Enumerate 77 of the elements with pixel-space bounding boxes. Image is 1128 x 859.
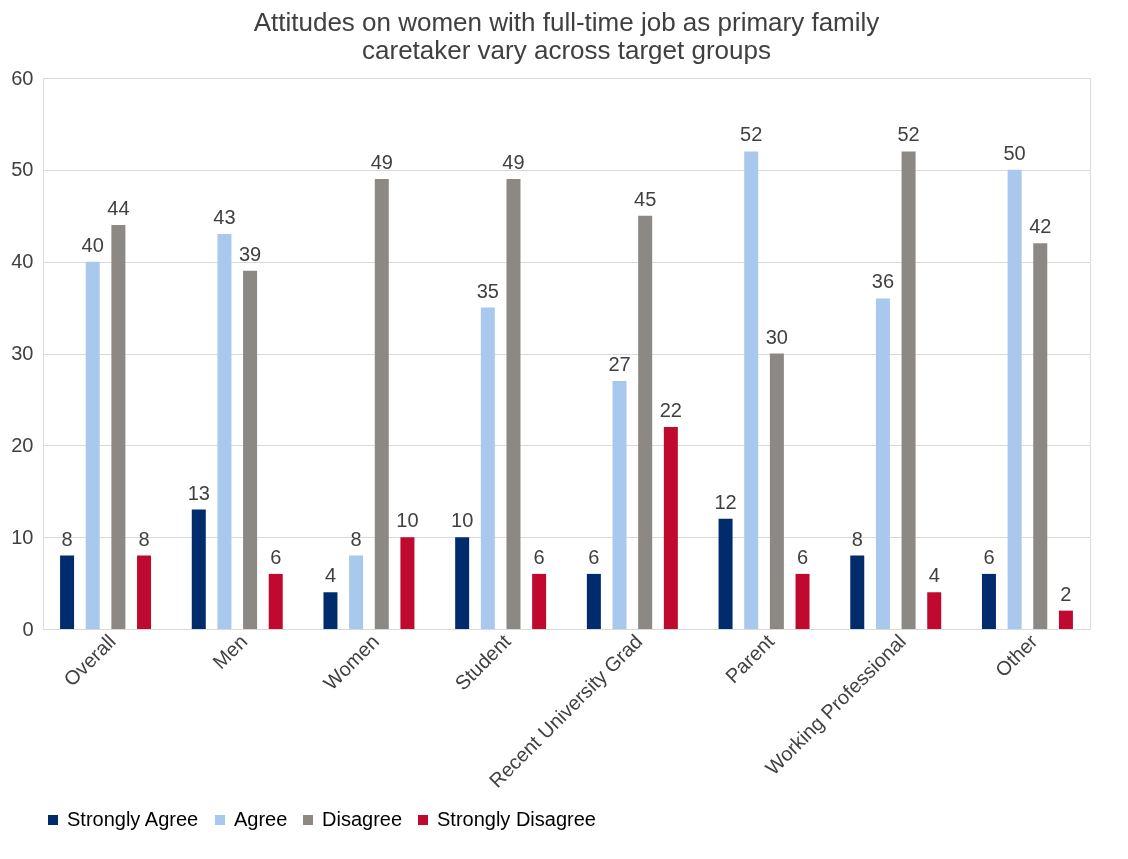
y-tick-label: 50 xyxy=(11,158,34,181)
bar xyxy=(981,573,996,629)
bar xyxy=(875,298,890,629)
bar xyxy=(217,234,232,629)
data-label: 22 xyxy=(659,398,682,421)
data-label: 6 xyxy=(533,545,545,568)
data-label: 8 xyxy=(851,527,863,550)
data-label: 8 xyxy=(350,527,362,550)
bar xyxy=(400,537,415,629)
data-label: 6 xyxy=(588,545,600,568)
data-label: 42 xyxy=(1029,215,1052,238)
data-label: 4 xyxy=(324,564,337,587)
bar xyxy=(374,179,389,629)
data-label: 50 xyxy=(1003,141,1026,164)
y-tick-label: 10 xyxy=(11,525,34,548)
x-tick-label: Men xyxy=(208,630,252,674)
data-label: 35 xyxy=(476,279,499,302)
data-label: 40 xyxy=(81,233,104,256)
legend-label: Agree xyxy=(234,808,288,830)
bar xyxy=(663,426,678,629)
data-label: 8 xyxy=(138,527,150,550)
bar xyxy=(455,537,470,629)
bar xyxy=(480,307,495,629)
bar xyxy=(532,573,547,629)
y-tick-label: 60 xyxy=(11,66,34,89)
bar xyxy=(1007,169,1022,629)
data-label: 27 xyxy=(608,353,631,376)
data-label: 8 xyxy=(61,527,73,550)
data-label: 10 xyxy=(396,509,419,532)
bar xyxy=(795,573,810,629)
bar xyxy=(85,261,100,629)
data-label: 6 xyxy=(796,545,809,568)
data-label: 6 xyxy=(270,545,282,568)
data-label: 52 xyxy=(740,123,763,146)
bar xyxy=(927,592,942,629)
bar xyxy=(850,555,865,629)
bar xyxy=(1033,243,1048,629)
bar xyxy=(191,509,206,629)
data-label: 52 xyxy=(897,123,920,146)
data-label: 45 xyxy=(634,187,657,210)
bar xyxy=(901,151,916,629)
data-label: 36 xyxy=(871,270,895,293)
data-label: 13 xyxy=(187,481,210,504)
bar xyxy=(268,573,283,629)
data-label: 43 xyxy=(213,206,236,229)
y-tick-label: 20 xyxy=(11,433,34,456)
bar xyxy=(506,179,521,629)
bar xyxy=(1058,610,1073,629)
bar xyxy=(769,353,784,629)
bar xyxy=(612,381,627,629)
bar xyxy=(349,555,364,629)
bar xyxy=(243,270,258,629)
bar xyxy=(137,555,152,629)
data-label: 30 xyxy=(765,325,788,348)
y-tick-label: 0 xyxy=(22,617,34,640)
data-label: 4 xyxy=(928,564,940,587)
data-label: 49 xyxy=(370,151,393,174)
bar xyxy=(323,592,338,629)
data-label: 44 xyxy=(107,196,130,219)
y-tick-label: 30 xyxy=(11,342,34,364)
data-label: 12 xyxy=(714,490,737,513)
bar xyxy=(111,224,126,629)
data-label: 49 xyxy=(502,151,525,174)
data-label: 2 xyxy=(1060,582,1072,605)
data-label: 39 xyxy=(238,242,262,265)
legend-label: Strongly Agree xyxy=(67,808,199,830)
bar xyxy=(638,215,653,629)
legend-label: Disagree xyxy=(322,808,403,830)
bar xyxy=(60,555,75,629)
data-label: 10 xyxy=(451,509,474,532)
legend-label: Strongly Disagree xyxy=(437,808,596,830)
bar xyxy=(586,573,601,629)
bar xyxy=(718,518,733,629)
bar xyxy=(744,151,759,629)
y-tick-label: 40 xyxy=(11,250,34,273)
chart-title: Attitudes on women with full-time job as primary family caretaker vary across target groups xyxy=(253,7,880,65)
data-label: 6 xyxy=(983,545,995,568)
